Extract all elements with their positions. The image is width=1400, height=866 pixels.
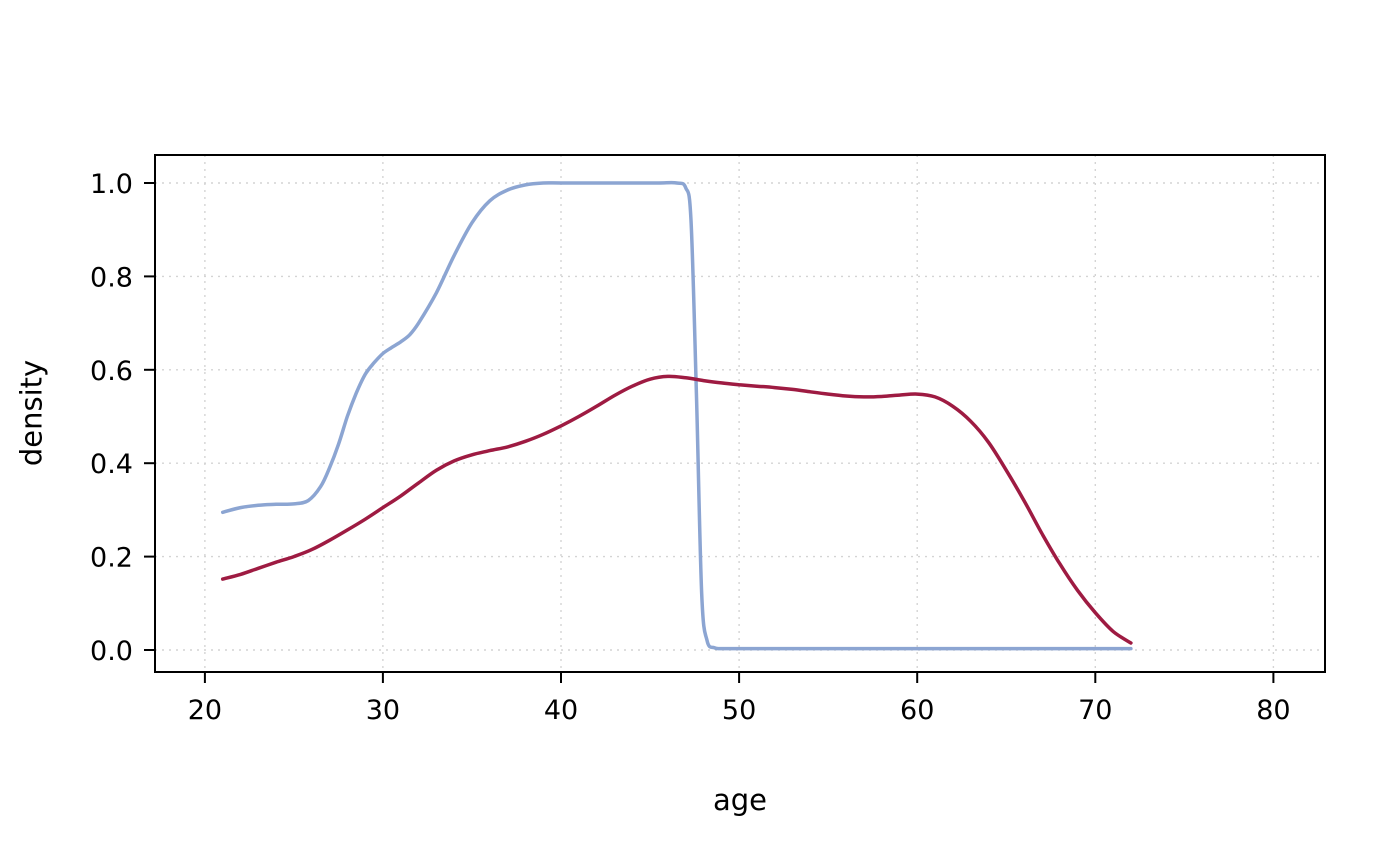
density-curve-dark-red — [220, 374, 1133, 645]
x-axis-label: age — [712, 783, 768, 817]
x-tick-label: 70 — [1078, 695, 1112, 726]
y-tick-label: 0.4 — [90, 449, 133, 480]
y-tick-label: 0.2 — [90, 543, 133, 574]
x-tick-label: 40 — [544, 695, 578, 726]
y-tick-label: 0.0 — [90, 636, 133, 667]
y-tick-label: 0.6 — [90, 356, 133, 387]
y-tick-label: 1.0 — [90, 169, 133, 200]
y-axis-label: density — [14, 359, 49, 467]
x-tick-label: 30 — [366, 695, 400, 726]
density-curve-blue — [220, 180, 1133, 651]
plot-border — [154, 154, 1326, 673]
x-tick-label: 60 — [900, 695, 934, 726]
x-tick-label: 20 — [188, 695, 222, 726]
x-tick-label: 50 — [722, 695, 756, 726]
x-tick-label: 80 — [1256, 695, 1290, 726]
y-tick-label: 0.8 — [90, 262, 133, 293]
